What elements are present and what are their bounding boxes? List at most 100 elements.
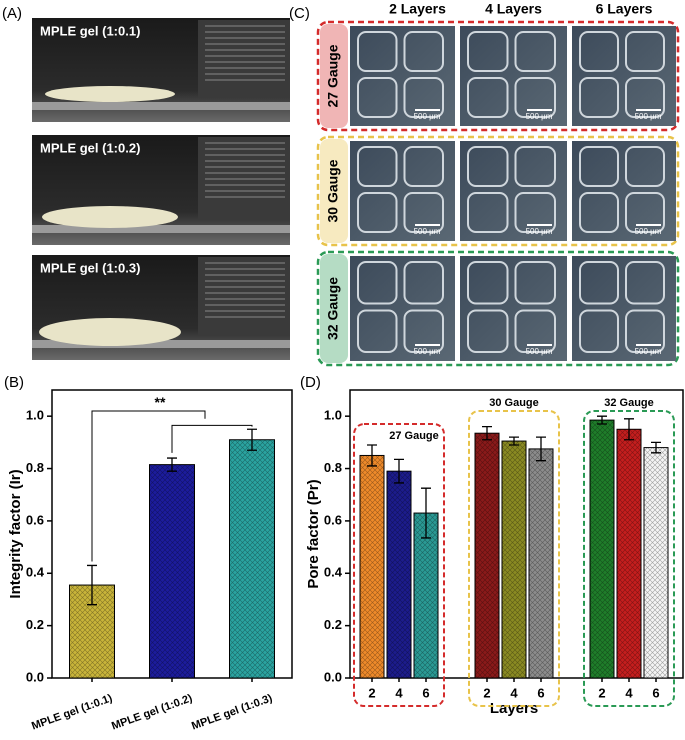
- x-tick-label: MPLE gel (1:0.2): [110, 692, 194, 732]
- panel-label: (D): [300, 374, 321, 391]
- y-axis-label: Integrity factor (Ir): [7, 469, 24, 598]
- group-frame: [353, 423, 445, 707]
- y-tick-label: 0.8: [324, 460, 342, 475]
- bar-hatch: [475, 433, 499, 678]
- error-bar: [394, 458, 404, 484]
- scale-label: 500 µm: [635, 227, 662, 236]
- error-bar: [482, 426, 492, 441]
- pore: [514, 261, 556, 305]
- error-bar: [651, 441, 661, 454]
- scale-label: 500 µm: [526, 347, 553, 356]
- bar-hatch: [414, 513, 438, 678]
- row-label: 30 Gauge: [325, 159, 341, 222]
- y-tick-label: 0.2: [324, 617, 342, 632]
- x-tick-label: MPLE gel (1:0.1): [30, 692, 114, 732]
- pore: [403, 77, 444, 118]
- pore: [625, 146, 665, 187]
- pore: [467, 309, 509, 353]
- pore: [403, 31, 444, 72]
- y-axis-label: Pore factor (Pr): [305, 479, 322, 588]
- pore: [357, 77, 398, 118]
- pore: [625, 261, 665, 305]
- pore: [467, 31, 509, 72]
- pore: [357, 192, 398, 233]
- x-tick-label: MPLE gel (1:0.3): [190, 692, 274, 732]
- image-label: MPLE gel (1:0.2): [40, 140, 140, 155]
- row-tab: [320, 139, 348, 243]
- scale-label: 500 µm: [526, 227, 553, 236]
- photo-shelf: [32, 225, 290, 233]
- photo-ruler: [198, 257, 290, 336]
- pore: [579, 31, 619, 72]
- pore: [357, 146, 398, 187]
- image-label: MPLE gel (1:0.3): [40, 260, 140, 275]
- x-tick-label: 4: [625, 685, 633, 700]
- x-tick-label: 4: [395, 685, 403, 700]
- error-bar: [167, 457, 177, 472]
- group-label: 32 Gauge: [604, 397, 654, 409]
- photo: [460, 256, 567, 361]
- row-label: 32 Gauge: [325, 277, 341, 340]
- column-header: 2 Layers: [389, 1, 446, 17]
- pore: [625, 192, 665, 233]
- column-header: 4 Layers: [485, 1, 542, 17]
- pore: [403, 309, 444, 353]
- panel-label: (C): [289, 5, 310, 22]
- pore: [579, 309, 619, 353]
- pore: [403, 146, 444, 187]
- y-tick-label: 0.2: [26, 617, 44, 632]
- y-tick-label: 0.0: [324, 669, 342, 684]
- pore: [514, 77, 556, 118]
- bar-hatch: [387, 471, 411, 678]
- pore: [357, 309, 398, 353]
- pore: [403, 192, 444, 233]
- scale-label: 500 µm: [635, 112, 662, 121]
- bar-hatch: [149, 464, 195, 678]
- error-bar: [367, 444, 377, 467]
- photo-ruler: [198, 20, 290, 98]
- gel: [42, 206, 178, 228]
- x-tick-label: 2: [598, 685, 605, 700]
- pore: [514, 31, 556, 72]
- photo: [572, 256, 676, 361]
- pore: [579, 146, 619, 187]
- y-tick-label: 0.8: [26, 460, 44, 475]
- pore: [357, 31, 398, 72]
- error-bar: [247, 428, 257, 451]
- scale-label: 500 µm: [414, 347, 441, 356]
- x-tick-label: 2: [368, 685, 375, 700]
- pore: [579, 77, 619, 118]
- pore: [467, 261, 509, 305]
- y-tick-label: 0.6: [26, 512, 44, 527]
- bar-hatch: [502, 441, 526, 678]
- row-frame: [316, 20, 680, 132]
- row-frame: [316, 135, 680, 247]
- x-tick-label: 6: [652, 685, 659, 700]
- bar-hatch: [644, 447, 668, 678]
- panel-label: (A): [2, 5, 22, 22]
- x-axis-label: Layers: [490, 700, 538, 717]
- pore: [467, 146, 509, 187]
- bar-hatch: [617, 429, 641, 678]
- bar-hatch: [360, 455, 384, 678]
- scale-label: 500 µm: [414, 112, 441, 121]
- x-tick-label: 2: [483, 685, 490, 700]
- significance: **: [155, 394, 166, 410]
- significance-bracket: [91, 410, 253, 562]
- panel-label: (B): [4, 374, 24, 391]
- photo: [350, 256, 455, 361]
- y-tick-label: 0.6: [324, 512, 342, 527]
- pore: [579, 261, 619, 305]
- pore: [625, 31, 665, 72]
- pore: [625, 77, 665, 118]
- error-bar: [536, 436, 546, 462]
- row-tab: [320, 24, 348, 128]
- row-tab: [320, 254, 348, 363]
- x-tick-label: 6: [422, 685, 429, 700]
- y-tick-label: 0.0: [26, 669, 44, 684]
- group-frame: [468, 409, 560, 707]
- x-tick-label: 6: [537, 685, 544, 700]
- pore: [514, 146, 556, 187]
- scale-label: 500 µm: [526, 112, 553, 121]
